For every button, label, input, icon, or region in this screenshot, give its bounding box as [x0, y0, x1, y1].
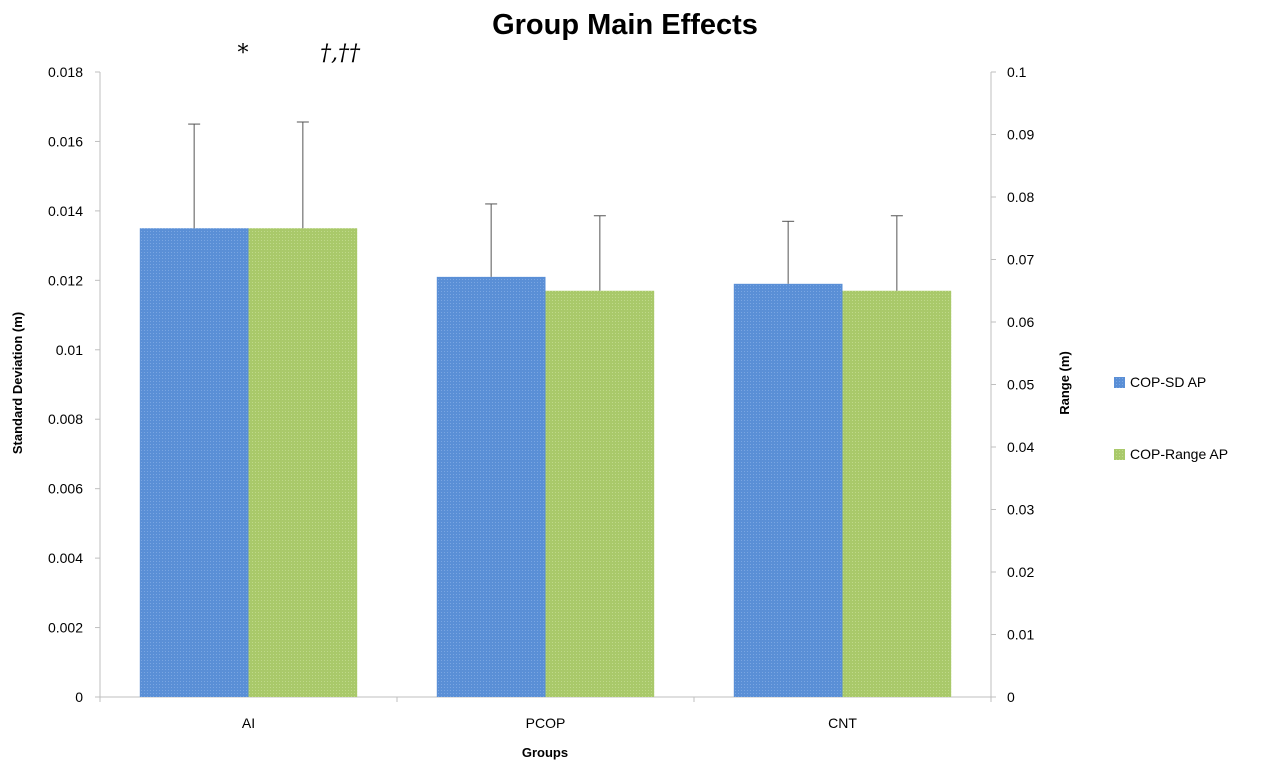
- y2-tick-label: 0.01: [1007, 627, 1034, 643]
- y-tick-label: 0.01: [56, 342, 83, 358]
- annotation-ai-sd: *: [238, 41, 249, 66]
- legend-label-range: COP-Range AP: [1130, 446, 1228, 462]
- y-tick-label: 0.016: [48, 133, 83, 149]
- bars-group: [139, 228, 952, 697]
- y-tick-label: 0.018: [48, 64, 83, 80]
- left-axis-ticks: 0 0.002 0.004 0.006 0.008 0.01 0.012 0.014 0.016…: [48, 64, 100, 705]
- x-tick-label: CNT: [828, 715, 857, 731]
- bar-range-pcop: [545, 290, 655, 697]
- y-tick-label: 0.006: [48, 481, 83, 497]
- y-tick-label: 0.012: [48, 272, 83, 288]
- x-axis-ticks: AI PCOP CNT: [99, 697, 992, 731]
- y2-tick-label: 0.05: [1007, 377, 1034, 393]
- x-axis-title: Groups: [522, 745, 568, 760]
- bar-sd-pcop: [436, 276, 546, 697]
- y2-tick-label: 0.1: [1007, 64, 1027, 80]
- bar-range-ai: [248, 228, 358, 697]
- y2-tick-label: 0.03: [1007, 502, 1034, 518]
- y2-tick-label: 0.08: [1007, 189, 1034, 205]
- y2-tick-label: 0.09: [1007, 127, 1034, 143]
- chart-title: Group Main Effects: [492, 9, 758, 41]
- y-tick-label: 0.008: [48, 411, 83, 427]
- x-tick-label: AI: [242, 715, 255, 731]
- y2-tick-label: 0.02: [1007, 564, 1034, 580]
- legend-swatch-sd: [1114, 377, 1125, 388]
- y2-tick-label: 0.07: [1007, 252, 1034, 268]
- error-bars-group: [188, 121, 903, 291]
- y2-tick-label: 0.06: [1007, 314, 1034, 330]
- annotation-ai-range: †,††: [320, 41, 361, 66]
- y-axis-title: Standard Deviation (m): [10, 312, 25, 454]
- x-tick-label: PCOP: [526, 715, 566, 731]
- y-tick-label: 0.014: [48, 203, 83, 219]
- legend-label-sd: COP-SD AP: [1130, 374, 1206, 390]
- y-tick-label: 0.002: [48, 620, 83, 636]
- right-axis-ticks: 0 0.01 0.02 0.03 0.04 0.05 0.06 0.07 0.08 0.09 0.1: [991, 64, 1034, 705]
- bar-sd-cnt: [733, 283, 843, 697]
- bar-range-cnt: [842, 290, 952, 697]
- bar-sd-ai: [139, 228, 249, 697]
- y-tick-label: 0.004: [48, 550, 83, 566]
- y-tick-label: 0: [75, 689, 83, 705]
- y2-axis-title: Range (m): [1057, 351, 1072, 415]
- y2-tick-label: 0.04: [1007, 439, 1034, 455]
- legend: COP-SD AP COP-Range AP: [1114, 374, 1228, 462]
- y2-tick-label: 0: [1007, 689, 1015, 705]
- legend-swatch-range: [1114, 449, 1125, 460]
